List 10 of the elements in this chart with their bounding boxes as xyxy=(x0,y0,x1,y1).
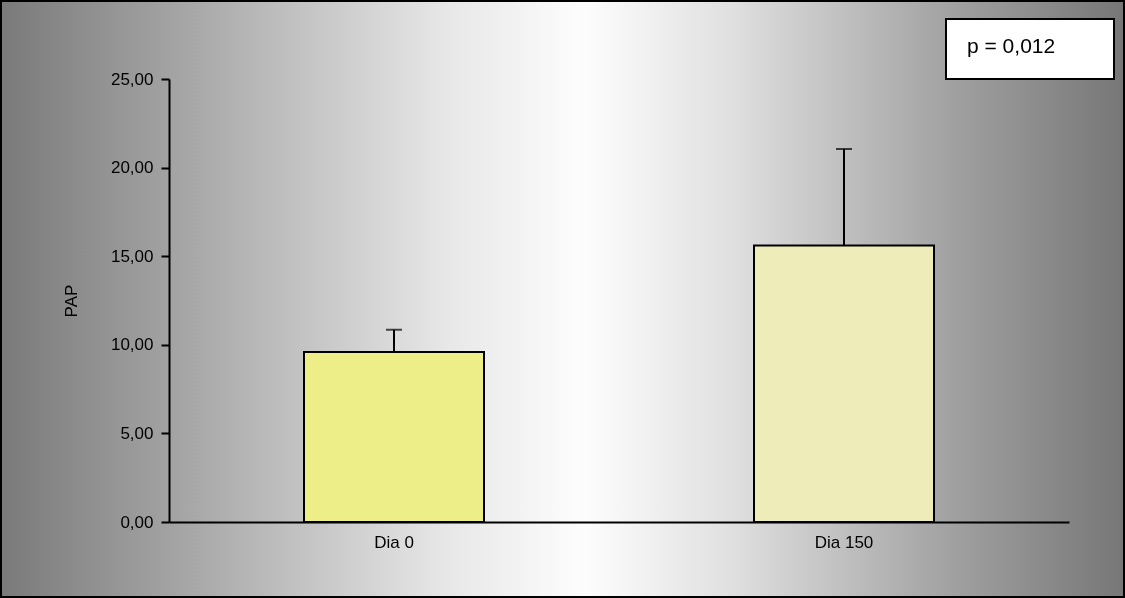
y-tick-label: 10,00 xyxy=(110,335,154,355)
y-tick-label: 20,00 xyxy=(110,158,154,178)
y-tick-label: 25,00 xyxy=(110,69,154,89)
y-tick-label: 0,00 xyxy=(120,512,154,532)
text: p = 0,012 xyxy=(945,18,1115,80)
y-tick-label: 5,00 xyxy=(120,423,154,443)
x-tick-label: Dia 150 xyxy=(814,532,874,552)
x-tick-label: Dia 0 xyxy=(374,532,414,552)
y-axis-title: PAP xyxy=(61,284,81,318)
y-tick-label: 15,00 xyxy=(110,246,154,266)
